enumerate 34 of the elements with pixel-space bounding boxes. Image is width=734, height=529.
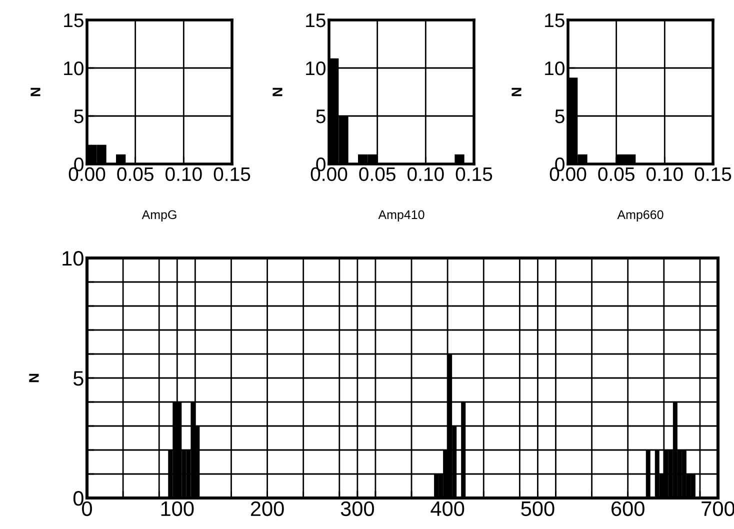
x-tick-label: 200 xyxy=(250,501,284,516)
y-axis-title: N xyxy=(29,374,39,382)
x-tick-label: 0.10 xyxy=(646,167,683,182)
x-axis-title: AmpG xyxy=(142,210,176,222)
x-tick-label: 0.15 xyxy=(456,167,492,182)
y-axis-title: N xyxy=(512,88,522,96)
y-axis-title: N xyxy=(30,88,40,96)
x-tick-label: 100 xyxy=(161,501,194,516)
y-axis-title: N xyxy=(272,88,282,96)
x-axis-title: Amp410 xyxy=(378,210,424,222)
x-tick-label: 0.05 xyxy=(598,167,634,182)
y-tick-label: 15 xyxy=(64,14,84,28)
y-tick-label: 10 xyxy=(64,61,84,76)
y-tick-label: 5 xyxy=(73,371,84,386)
x-axis-title: Amp660 xyxy=(617,210,664,222)
x-tick-label: 0.15 xyxy=(694,167,732,182)
x-tick-label: 400 xyxy=(430,501,464,516)
y-tick-label: 15 xyxy=(545,14,564,28)
x-tick-label: 0.05 xyxy=(117,167,154,182)
y-tick-label: 0 xyxy=(73,491,84,506)
x-tick-label: 0.15 xyxy=(214,167,250,182)
x-tick-label: 0.10 xyxy=(166,167,202,182)
y-tick-label: 5 xyxy=(74,110,84,124)
x-tick-label: 0.10 xyxy=(408,167,444,182)
y-tick-label: 10 xyxy=(62,251,84,266)
x-tick-label: 500 xyxy=(521,501,554,516)
y-tick-label: 10 xyxy=(306,61,326,76)
y-tick-label: 5 xyxy=(555,110,564,124)
x-tick-label: 0.05 xyxy=(359,167,396,182)
y-tick-label: 15 xyxy=(306,14,326,28)
x-tick-label: 600 xyxy=(612,501,644,516)
y-tick-label: 10 xyxy=(545,61,564,76)
x-tick-label: 300 xyxy=(340,501,374,516)
y-tick-label: 5 xyxy=(316,110,326,124)
